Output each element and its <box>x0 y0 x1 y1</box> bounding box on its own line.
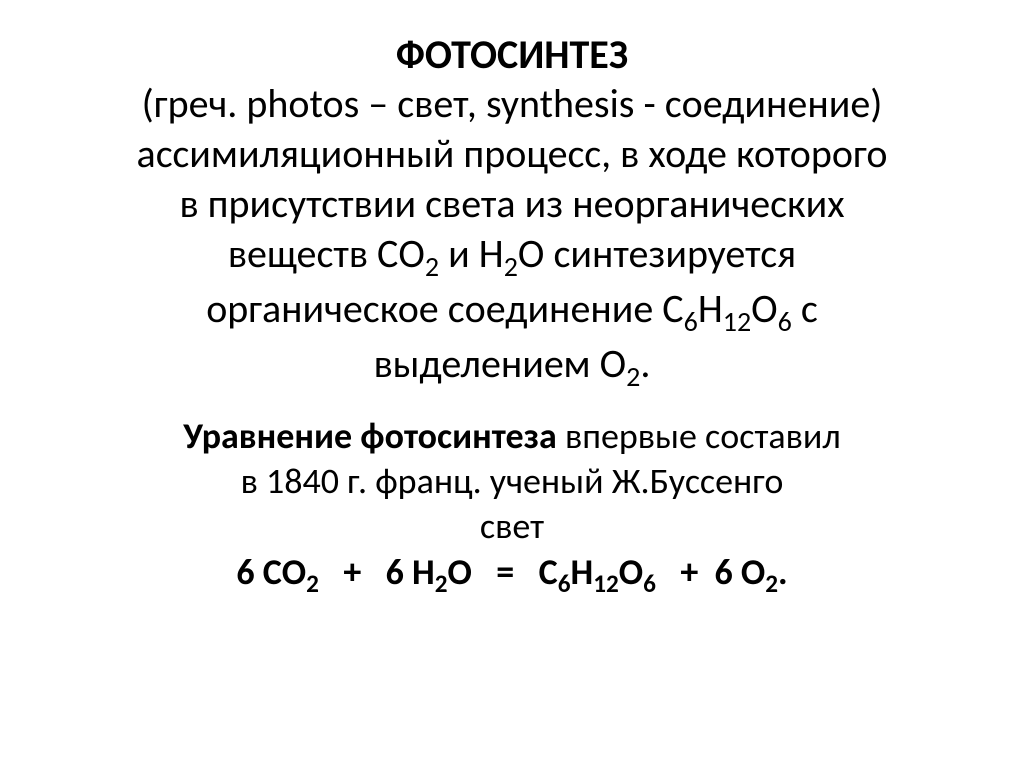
def-line5-sub2: 12 <box>723 304 751 339</box>
def-line4-mid: и Н <box>439 229 504 278</box>
def-line5-sub1: 6 <box>684 304 698 339</box>
def-line5-mid2: О <box>751 284 777 333</box>
eq-p4: Н <box>571 550 594 594</box>
def-line6-sub: 2 <box>626 359 640 394</box>
def-line2: ассимиляционный процесс, в ходе которого <box>137 129 888 178</box>
equation-intro-rest: впервые составил <box>557 414 841 458</box>
def-line4-sub1: 2 <box>425 249 439 284</box>
def-line4-sub2: 2 <box>504 249 518 284</box>
eq-p7: . <box>778 550 788 594</box>
eq-p1: 6 СО <box>236 550 306 594</box>
eq-s5: 6 <box>643 568 656 599</box>
eq-s3: 6 <box>558 568 571 599</box>
light-label: свет <box>480 504 544 548</box>
eq-s6: 2 <box>765 568 778 599</box>
eq-p2: + 6 Н <box>319 550 435 594</box>
equation-intro-line2: в 1840 г. франц. ученый Ж.Буссенго <box>241 459 784 503</box>
equation-intro-block: Уравнение фотосинтеза впервые составил в… <box>183 414 840 504</box>
def-line6-prefix: выделением О <box>374 339 627 388</box>
def-line5-suffix: с <box>792 284 818 333</box>
eq-s1: 2 <box>306 568 319 599</box>
definition-block: (греч. photos – свет, synthesis - соедин… <box>137 79 888 394</box>
eq-p3: О = С <box>448 550 558 594</box>
def-line5-prefix: органическое соединение С <box>206 284 683 333</box>
eq-p6: + 6 О <box>656 550 765 594</box>
photosynthesis-equation: 6 СО2 + 6 Н2О = С6Н12О6 + 6 О2. <box>236 550 787 599</box>
def-line6-suffix: . <box>640 339 650 388</box>
def-line5-sub3: 6 <box>778 304 792 339</box>
equation-intro-bold: Уравнение фотосинтеза <box>183 414 557 458</box>
def-line5-mid1: Н <box>698 284 723 333</box>
def-line3: в присутствии света из неорганических <box>179 179 844 228</box>
def-line4-prefix: веществ СО <box>228 229 425 278</box>
eq-s2: 2 <box>435 568 448 599</box>
eq-s4: 12 <box>593 568 619 599</box>
def-line4-suffix: О синтезируется <box>518 229 796 278</box>
def-line1: (греч. photos – свет, synthesis - соедин… <box>142 79 883 128</box>
slide-title: ФОТОСИНТЕЗ <box>396 30 628 79</box>
eq-p5: О <box>619 550 643 594</box>
